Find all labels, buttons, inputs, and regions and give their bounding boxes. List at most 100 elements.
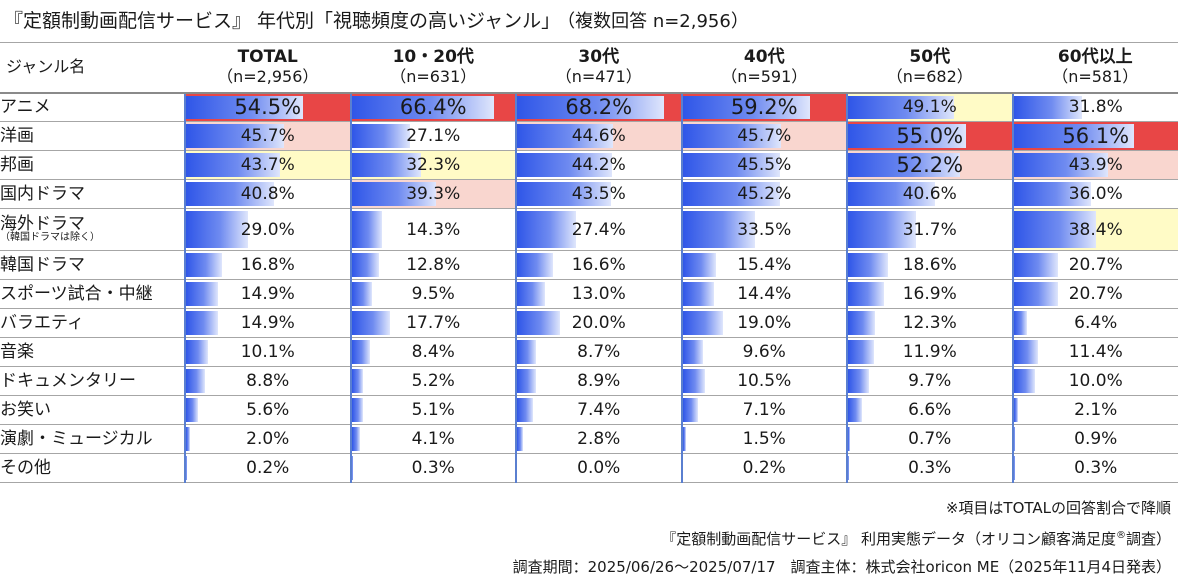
value-cell: 0.9% — [1011, 424, 1178, 454]
value-cell: 20.7% — [1011, 250, 1178, 280]
value-bar — [351, 211, 383, 248]
value-bar — [848, 427, 850, 451]
value-cell: 5.1% — [349, 395, 516, 425]
title-subtitle: （複数回答 n=2,956） — [566, 11, 749, 32]
value-cell: 38.4% — [1011, 208, 1178, 251]
value-label: 8.4% — [411, 342, 455, 362]
source-post: 調査） — [1125, 530, 1171, 548]
value-label: 44.2% — [571, 155, 626, 175]
column-n: （n=591） — [721, 67, 808, 87]
value-label: 8.8% — [246, 371, 290, 391]
value-label: 33.5% — [737, 219, 792, 240]
genre-label: アニメ — [0, 92, 185, 122]
value-bar — [848, 182, 936, 206]
value-label: 0.2% — [246, 458, 290, 478]
value-bar — [517, 182, 611, 206]
genre-label: スポーツ試合・中継 — [0, 279, 185, 309]
value-cell: 45.7% — [184, 121, 351, 151]
value-bar — [517, 427, 523, 451]
value-bar — [1013, 456, 1015, 480]
value-bar — [1013, 398, 1018, 422]
value-cell: 36.0% — [1011, 179, 1178, 209]
value-cell: 56.1% — [1011, 121, 1178, 151]
table-row: アニメ 54.5% 66.4% 68.2% 59.2% 49.1% 31.8% — [0, 92, 1178, 122]
value-bar — [186, 398, 198, 422]
value-cell: 40.8% — [184, 179, 351, 209]
value-cell: 45.7% — [680, 121, 847, 151]
value-cell: 18.6% — [846, 250, 1013, 280]
value-cell: 40.6% — [846, 179, 1013, 209]
value-bar — [1013, 124, 1135, 148]
value-cell: 31.8% — [1011, 92, 1178, 122]
value-label: 20.0% — [571, 313, 626, 333]
value-bar — [1013, 182, 1091, 206]
value-cell: 7.1% — [680, 395, 847, 425]
value-cell: 45.2% — [680, 179, 847, 209]
value-bar — [848, 153, 961, 177]
value-cell: 8.9% — [515, 366, 682, 396]
genre-label: その他 — [0, 453, 185, 483]
value-bar — [682, 253, 716, 277]
value-bar — [351, 253, 379, 277]
table-row: 音楽 10.1% 8.4% 8.7% 9.6% 11.9% 11.4% — [0, 337, 1178, 367]
value-bar — [517, 211, 576, 248]
value-label: 18.6% — [902, 255, 957, 275]
value-bar — [517, 398, 533, 422]
column-n: （n=631） — [390, 67, 477, 87]
value-bar — [848, 369, 869, 393]
value-bar — [351, 369, 363, 393]
genre-label: 演劇・ミュージカル — [0, 424, 185, 454]
value-bar — [1013, 211, 1097, 248]
value-bar — [351, 95, 495, 119]
value-label: 10.5% — [737, 371, 792, 391]
genre-label: バラエティ — [0, 308, 185, 338]
value-label: 14.9% — [240, 284, 295, 304]
value-cell: 27.4% — [515, 208, 682, 251]
value-bar — [517, 282, 545, 306]
value-label: 9.7% — [908, 371, 952, 391]
source-note: 『定額制動画配信サービス』 利用実態データ（オリコン顧客満足度®調査） — [513, 522, 1171, 553]
value-label: 44.6% — [571, 126, 626, 146]
value-cell: 6.4% — [1011, 308, 1178, 338]
value-label: 10.0% — [1068, 371, 1123, 391]
value-label: 8.7% — [577, 342, 621, 362]
value-label: 0.9% — [1074, 429, 1118, 449]
value-cell: 29.0% — [184, 208, 351, 251]
value-bar — [1013, 153, 1108, 177]
table-row: 邦画 43.7% 32.3% 44.2% 45.5% 52.2% 43.9% — [0, 150, 1178, 180]
sort-note: ※項目はTOTALの回答割合で降順 — [945, 499, 1171, 517]
value-cell: 15.4% — [680, 250, 847, 280]
value-label: 59.2% — [730, 95, 798, 120]
value-cell: 43.9% — [1011, 150, 1178, 180]
value-bar — [186, 211, 249, 248]
column-label: TOTAL — [237, 47, 298, 68]
value-cell: 44.2% — [515, 150, 682, 180]
value-cell: 12.3% — [846, 308, 1013, 338]
value-label: 9.5% — [411, 284, 455, 304]
value-label: 15.4% — [737, 255, 792, 275]
column-header: 40代 （n=591） — [681, 42, 847, 94]
value-label: 14.9% — [240, 313, 295, 333]
value-bar — [186, 311, 219, 335]
genre-name: 音楽 — [0, 342, 34, 362]
value-label: 5.1% — [411, 400, 455, 420]
value-bar — [351, 153, 421, 177]
value-label: 45.7% — [737, 126, 792, 146]
value-bar — [682, 211, 755, 248]
value-cell: 45.5% — [680, 150, 847, 180]
value-cell: 12.8% — [349, 250, 516, 280]
column-header: 10・20代 （n=631） — [350, 42, 516, 94]
value-bar — [186, 340, 208, 364]
value-label: 54.5% — [234, 95, 302, 120]
value-cell: 0.3% — [1011, 453, 1178, 483]
value-cell: 2.0% — [184, 424, 351, 454]
value-cell: 32.3% — [349, 150, 516, 180]
value-bar — [517, 311, 560, 335]
value-cell: 8.4% — [349, 337, 516, 367]
genre-name: 邦画 — [0, 155, 34, 175]
value-cell: 16.9% — [846, 279, 1013, 309]
value-bar — [682, 282, 714, 306]
value-label: 43.5% — [571, 184, 626, 204]
value-label: 68.2% — [565, 95, 633, 120]
footer: ※項目はTOTALの回答割合で降順 『定額制動画配信サービス』 利用実態データ（… — [513, 494, 1171, 581]
